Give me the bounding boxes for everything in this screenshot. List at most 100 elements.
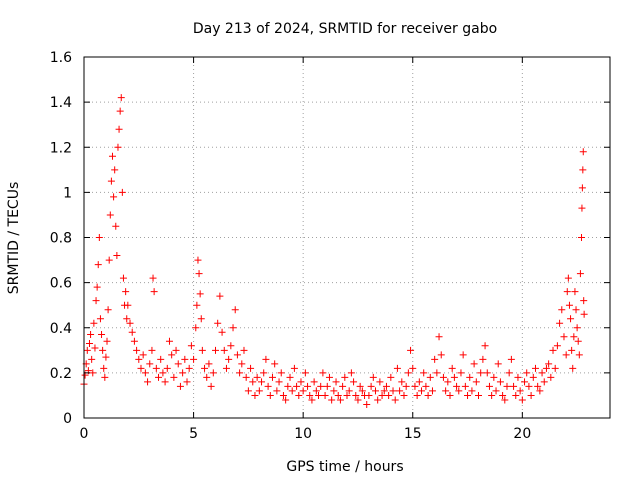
data-point <box>193 301 201 309</box>
data-point <box>112 222 120 230</box>
data-point <box>123 315 131 323</box>
data-point <box>579 166 587 174</box>
data-point <box>124 301 132 309</box>
data-point <box>196 290 204 298</box>
data-point <box>560 333 568 341</box>
data-point <box>567 315 575 323</box>
data-point <box>91 344 99 352</box>
data-point <box>198 346 206 354</box>
chart-title: Day 213 of 2024, SRMTID for receiver gab… <box>193 21 497 37</box>
data-point <box>545 360 553 368</box>
data-point <box>195 270 203 278</box>
data-point <box>483 369 491 377</box>
data-point <box>286 373 294 381</box>
data-point <box>115 125 123 133</box>
data-point <box>92 297 100 305</box>
data-point <box>288 387 296 395</box>
data-point <box>580 297 588 305</box>
data-point <box>155 373 163 381</box>
data-point <box>295 391 303 399</box>
data-point <box>570 333 578 341</box>
data-point <box>94 261 102 269</box>
data-point <box>415 378 423 386</box>
data-point <box>176 382 184 390</box>
data-point <box>551 364 559 372</box>
data-point <box>304 382 312 390</box>
data-point <box>433 369 441 377</box>
data-point <box>468 387 476 395</box>
data-point <box>475 391 482 399</box>
data-point <box>321 391 329 399</box>
data-point <box>446 391 454 399</box>
data-point <box>565 301 573 309</box>
data-point <box>231 306 239 314</box>
data-point <box>380 387 388 395</box>
data-point <box>413 391 421 399</box>
data-point <box>113 252 121 260</box>
data-point <box>185 364 193 372</box>
data-point <box>214 319 222 327</box>
data-point <box>442 387 450 395</box>
y-tick-label: 0.6 <box>50 276 72 292</box>
data-point <box>146 360 154 368</box>
data-point <box>183 378 191 386</box>
data-point <box>137 364 145 372</box>
data-point <box>453 382 461 390</box>
data-point <box>152 364 160 372</box>
data-points <box>80 94 588 408</box>
data-point <box>273 387 281 395</box>
data-point <box>505 369 513 377</box>
data-point <box>385 391 393 399</box>
data-point <box>157 355 165 363</box>
x-axis-label: GPS time / hours <box>286 459 403 475</box>
data-point <box>205 360 213 368</box>
data-point <box>187 342 195 350</box>
data-point <box>163 364 171 372</box>
data-point <box>572 306 580 314</box>
data-point <box>174 360 182 368</box>
data-point <box>391 396 399 404</box>
data-point <box>105 256 113 264</box>
data-point <box>426 373 434 381</box>
data-point <box>251 391 259 399</box>
data-point <box>343 391 351 399</box>
data-point <box>481 342 489 350</box>
data-point <box>236 369 244 377</box>
data-point <box>525 382 533 390</box>
data-point <box>284 382 292 390</box>
data-point <box>488 391 496 399</box>
data-point <box>578 204 586 212</box>
y-tick-label: 1.6 <box>50 50 72 66</box>
data-point <box>328 396 336 404</box>
data-point <box>197 315 205 323</box>
data-point <box>144 378 152 386</box>
data-point <box>297 378 305 386</box>
data-point <box>464 391 472 399</box>
data-point <box>179 369 187 377</box>
data-point <box>496 378 504 386</box>
data-point <box>490 373 498 381</box>
data-point <box>282 396 290 404</box>
data-point <box>315 391 323 399</box>
x-tick-label: 0 <box>80 426 89 442</box>
data-point <box>275 378 283 386</box>
data-point <box>95 234 103 241</box>
data-point <box>350 378 358 386</box>
plot-frame <box>83 56 611 419</box>
data-point <box>103 337 111 345</box>
data-point <box>126 319 134 327</box>
data-point <box>260 369 268 377</box>
data-point <box>527 391 535 399</box>
data-point <box>336 396 344 404</box>
x-tick-label: 5 <box>189 426 198 442</box>
data-point <box>99 346 107 354</box>
data-point <box>558 306 566 314</box>
data-point <box>378 391 386 399</box>
data-point <box>262 355 270 363</box>
data-point <box>578 184 586 192</box>
data-point <box>428 387 436 395</box>
ticks-layer: 0 5 10 15 20 0 0.2 0.4 0.6 0.8 1 1.2 1.4 1.6 <box>50 50 610 442</box>
data-point <box>354 396 362 404</box>
data-point <box>556 319 564 327</box>
data-point <box>203 373 211 381</box>
